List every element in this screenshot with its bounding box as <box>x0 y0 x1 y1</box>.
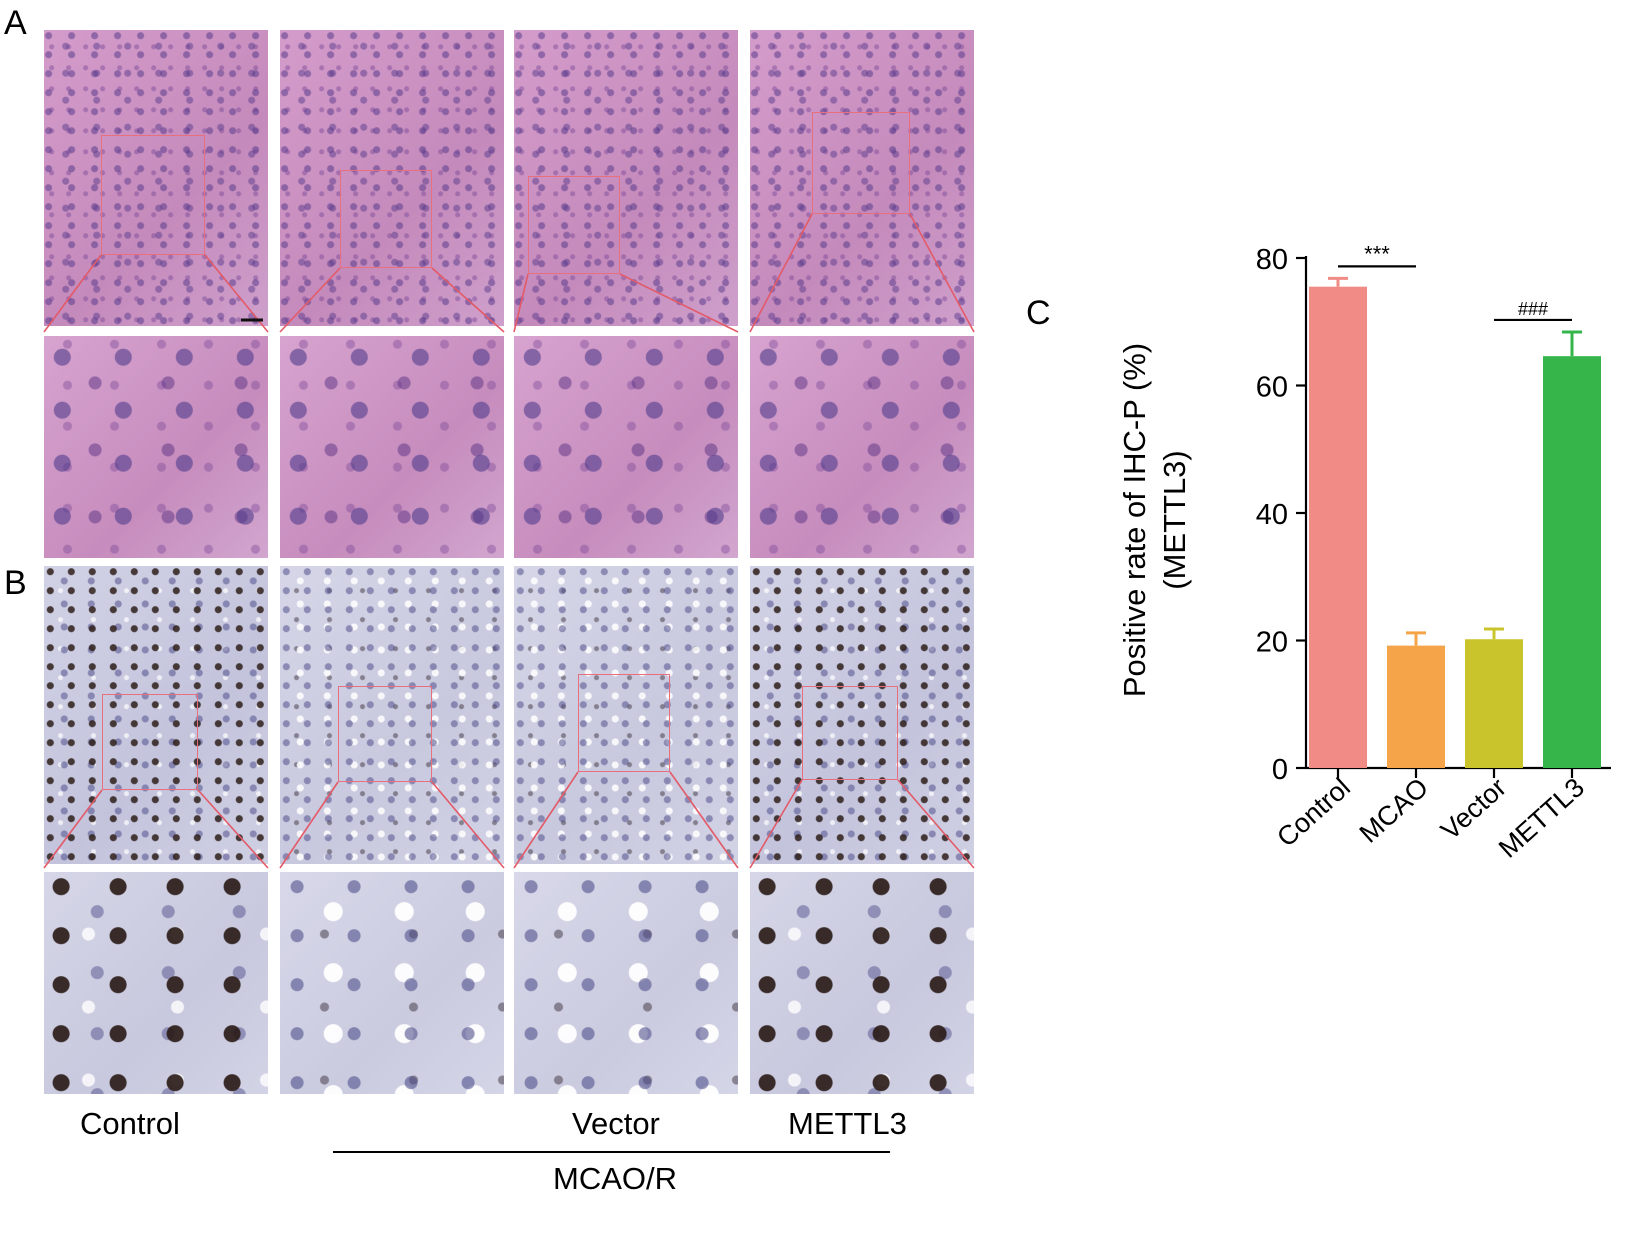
label-mcao-r: MCAO/R <box>553 1161 677 1196</box>
significance-label: ### <box>1518 299 1548 319</box>
connector-line <box>749 213 813 333</box>
he-overview-mcao <box>280 30 504 326</box>
ihc-zoom-mettl3 <box>750 872 974 1094</box>
x-tick-label: MCAO <box>1354 772 1434 848</box>
connector-line <box>619 273 739 333</box>
label-vector: Vector <box>572 1106 660 1141</box>
roi-box <box>101 135 205 255</box>
connector-line <box>279 781 339 869</box>
roi-box <box>102 694 198 790</box>
panel-label-a: A <box>4 4 27 42</box>
connector-line <box>909 213 975 333</box>
connector-line <box>513 771 579 869</box>
connector-line <box>897 779 975 869</box>
x-tick-label: METTL3 <box>1493 772 1590 864</box>
y-axis-label-sub: (METTL3) <box>1157 450 1192 590</box>
panel-label-b: B <box>4 564 27 602</box>
significance-label: *** <box>1364 241 1390 266</box>
y-tick-label: 60 <box>1256 372 1288 404</box>
y-axis-label: Positive rate of IHC-P (%) <box>1117 343 1152 697</box>
ihc-zoom-mcao <box>280 872 504 1094</box>
label-control: Control <box>80 1106 180 1141</box>
roi-box <box>812 112 910 214</box>
ihc-zoom-control <box>44 872 268 1094</box>
connector-line <box>431 781 505 869</box>
connector-line <box>43 254 102 333</box>
he-overview-control <box>44 30 268 326</box>
ihc-overview-mettl3 <box>750 566 974 864</box>
connector-line <box>749 779 803 869</box>
ihc-zoom-vector <box>514 872 738 1094</box>
y-tick-label: 0 <box>1272 754 1288 786</box>
zoom-connector-lines <box>43 213 975 869</box>
mcao-bracket-line <box>333 1151 890 1153</box>
connector-line <box>431 267 505 333</box>
label-mettl3: METTL3 <box>788 1106 907 1141</box>
roi-box <box>578 674 670 772</box>
connector-line <box>513 273 529 333</box>
bar-control <box>1309 286 1367 768</box>
he-zoom-vector <box>514 336 738 558</box>
he-overview-mettl3 <box>750 30 974 326</box>
bar-mettl3 <box>1543 356 1601 768</box>
panel-c-bar-chart: Positive rate of IHC-P (%) (METTL3) 0 20 4… <box>1117 241 1611 864</box>
ihc-overview-mcao <box>280 566 504 864</box>
y-tick-label: 80 <box>1256 244 1288 276</box>
y-tick-label: 40 <box>1256 499 1288 531</box>
roi-box <box>340 170 432 268</box>
he-zoom-mcao <box>280 336 504 558</box>
connector-line <box>43 789 103 869</box>
roi-box <box>528 176 620 274</box>
y-tick-label: 20 <box>1256 627 1288 659</box>
connector-line <box>197 789 269 869</box>
bar-mcao <box>1387 645 1445 768</box>
roi-box <box>338 686 432 782</box>
roi-box <box>802 686 898 780</box>
panel-label-c: C <box>1026 294 1051 332</box>
bar-vector <box>1465 639 1523 768</box>
ihc-overview-control <box>44 566 268 864</box>
connector-line <box>669 771 739 869</box>
he-zoom-control <box>44 336 268 558</box>
he-zoom-mettl3 <box>750 336 974 558</box>
connector-line <box>279 267 341 333</box>
